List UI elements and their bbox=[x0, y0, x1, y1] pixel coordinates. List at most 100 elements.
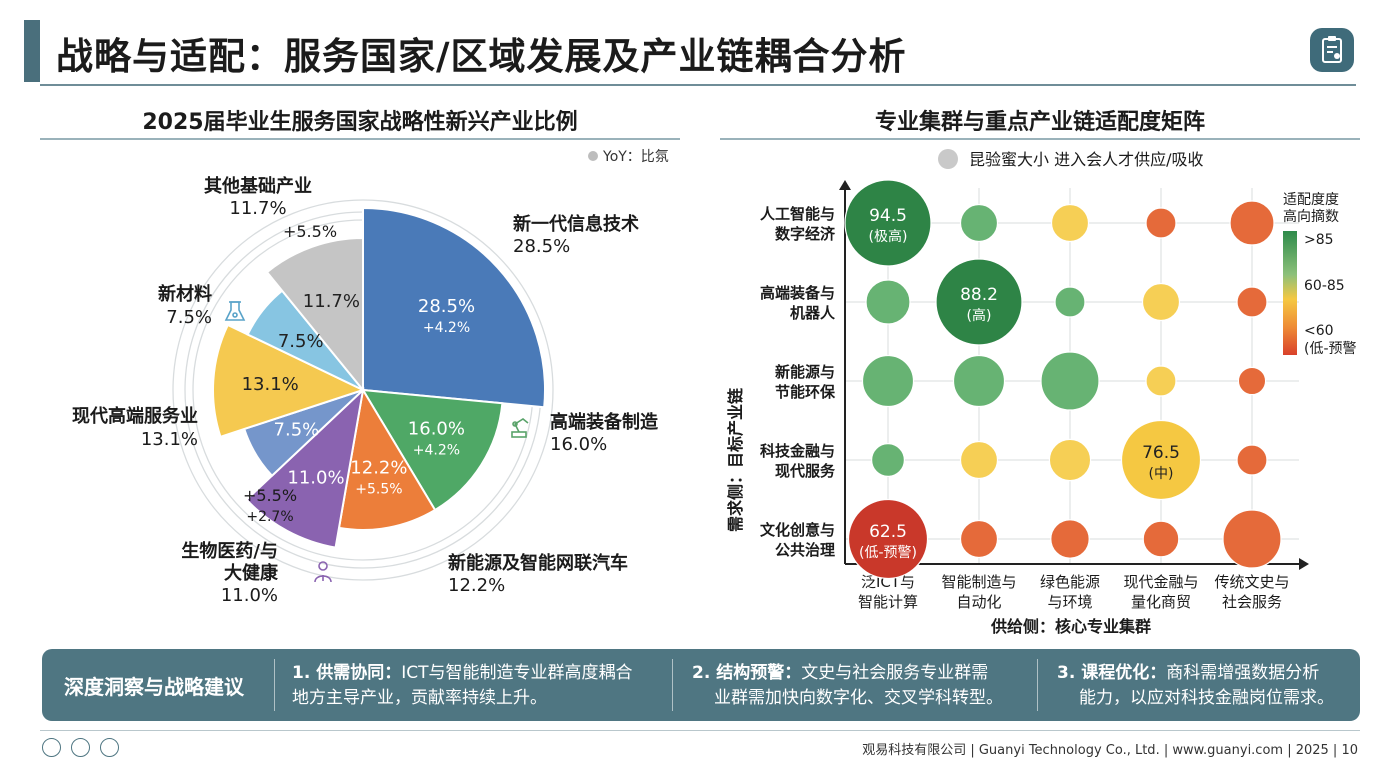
matrix-bubble bbox=[935, 258, 1023, 346]
size-legend-label: 昆验蜜大小 进入会人才供应/吸收 bbox=[969, 150, 1203, 169]
y-tick-label: 节能环保 bbox=[775, 383, 836, 401]
insight-item-text-2: 能力，以应对科技金融岗位需求。 bbox=[1079, 688, 1334, 708]
pie-outer-label-name: 高端装备制造 bbox=[550, 411, 658, 433]
pie-outer-label: 现代高端服务业 13.1% bbox=[72, 405, 198, 450]
x-tick-label: 量化商贸 bbox=[1131, 593, 1191, 611]
pie-slice-label: 13.1% bbox=[242, 374, 299, 395]
bubble-note-label: (中) bbox=[1149, 466, 1174, 482]
color-legend-title-2: 高向摘数 bbox=[1283, 208, 1339, 225]
pie-outer-label: 新能源及智能网联汽车 12.2% bbox=[448, 552, 628, 596]
clipboard-icon bbox=[1310, 28, 1354, 72]
bubble-note-label: (极高) bbox=[869, 228, 908, 245]
pie-outer-label-value: 11.7% bbox=[229, 198, 286, 219]
pie-outer-label-name-2: 大健康 bbox=[224, 562, 279, 584]
bubble-value-label: 88.2 bbox=[960, 285, 998, 305]
y-axis-title: 需求侧：目标产业链 bbox=[726, 387, 745, 532]
matrix-bubble bbox=[865, 279, 911, 325]
matrix-chart: 昆验蜜大小 进入会人才供应/吸收 人工智能与数字经济高端装备与机器人新能源与节能… bbox=[726, 149, 1357, 636]
insight-item: 3. 课程优化：商科需增强数据分析 能力，以应对科技金融岗位需求。 bbox=[1057, 661, 1357, 711]
matrix-bubble bbox=[1141, 282, 1181, 322]
insight-divider bbox=[1037, 659, 1038, 711]
matrix-bubble bbox=[1054, 286, 1086, 318]
matrix-bubble bbox=[959, 440, 999, 480]
pie-slice bbox=[265, 236, 364, 393]
pie-chart: YoY：比氛 28.5%+4.2%16.0%+4.2%12.2%+5.5%11.… bbox=[72, 149, 669, 606]
pie-outer-label: 其他基础产业 11.7% bbox=[204, 175, 312, 219]
pie-slice bbox=[212, 323, 366, 439]
matrix-bubble bbox=[844, 179, 932, 267]
matrix-bubble bbox=[959, 519, 999, 559]
insight-item-text: 商科需增强数据分析 bbox=[1166, 663, 1320, 683]
matrix-bubble bbox=[1222, 509, 1282, 569]
color-legend-label: 60-85 bbox=[1304, 278, 1345, 294]
pie-outer-label-name: 生物医药/与 bbox=[181, 540, 278, 562]
matrix-bubble bbox=[1236, 286, 1268, 318]
color-legend-label: >85 bbox=[1304, 232, 1334, 248]
pie-extra-label: +2.7% bbox=[246, 509, 293, 525]
pie-slice bbox=[361, 388, 504, 512]
y-tick-label: 科技金融与 bbox=[760, 442, 835, 460]
pie-outer-label-value: 13.1% bbox=[141, 429, 198, 450]
insight-item-heading: 3. 课程优化： bbox=[1057, 663, 1167, 683]
bubble-note-label: (低-预警) bbox=[859, 545, 917, 561]
bubble-value-label: 62.5 bbox=[869, 522, 907, 542]
y-tick-label: 机器人 bbox=[790, 304, 836, 322]
y-tick-label: 数字经济 bbox=[775, 225, 836, 243]
y-axis-title-text: 需求侧：目标产业链 bbox=[726, 387, 745, 532]
insight-title: 深度洞察与战略建议 bbox=[64, 675, 244, 699]
matrix-bubble bbox=[1040, 351, 1100, 411]
y-tick-label: 文化创意与 bbox=[760, 521, 835, 539]
pie-legend: YoY：比氛 bbox=[588, 149, 669, 165]
page-title: 战略与适配：服务国家/区域发展及产业链耦合分析 bbox=[56, 35, 907, 78]
title-divider bbox=[40, 84, 1356, 86]
pie-legend-marker bbox=[588, 151, 598, 161]
insight-item: 2. 结构预警：文史与社会服务专业群需 业群需加快向数字化、交叉学科转型。 bbox=[692, 661, 1032, 711]
matrix-bubble bbox=[1236, 444, 1268, 476]
x-tick-label: 自动化 bbox=[956, 593, 1001, 611]
chart-icon[interactable] bbox=[42, 738, 61, 757]
pie-extra-label: +5.5% bbox=[243, 486, 297, 505]
x-tick-label: 与环境 bbox=[1047, 593, 1092, 611]
pie-outer-label-name: 其他基础产业 bbox=[204, 175, 312, 197]
pie-slice-yoy: +5.5% bbox=[355, 481, 402, 497]
flask-icon bbox=[224, 301, 246, 321]
matrix-bubble bbox=[1048, 438, 1092, 482]
network-icon[interactable] bbox=[100, 738, 119, 757]
insight-item: 1. 供需协同：ICT与智能制造专业群高度耦合 地方主导产业，贡献率持续上升。 bbox=[292, 661, 662, 711]
pie-outer-label-value: 7.5% bbox=[166, 307, 212, 328]
pie-slice-label: 28.5% bbox=[418, 296, 475, 317]
pie-outer-label: 生物医药/与 大健康 11.0% bbox=[181, 540, 279, 606]
bubble-value-label: 76.5 bbox=[1142, 443, 1180, 463]
insight-panel: 深度洞察与战略建议 1. 供需协同：ICT与智能制造专业群高度耦合 地方主导产业… bbox=[42, 649, 1360, 721]
pie-slice-yoy: +4.2% bbox=[423, 320, 470, 336]
insight-item-text: 文史与社会服务专业群需 bbox=[801, 663, 989, 683]
bubble-value-label: 94.5 bbox=[869, 206, 907, 226]
pie-guide-ring bbox=[172, 199, 554, 581]
pie-title-divider bbox=[40, 138, 680, 140]
insight-item-heading: 2. 结构预警： bbox=[692, 663, 802, 683]
insight-item-text: ICT与智能制造专业群高度耦合 bbox=[401, 663, 633, 683]
matrix-bubble bbox=[1145, 207, 1177, 239]
matrix-bubble bbox=[847, 498, 929, 580]
x-tick-label: 智能计算 bbox=[858, 593, 918, 611]
x-tick-label: 绿色能源 bbox=[1040, 573, 1100, 591]
pie-outer-label-value: 12.2% bbox=[448, 575, 505, 596]
footer-divider bbox=[40, 730, 1360, 731]
pie-legend-label: YoY：比氛 bbox=[602, 149, 669, 165]
y-axis-arrow bbox=[839, 180, 851, 190]
pie-slice bbox=[337, 387, 437, 531]
chat-icon[interactable] bbox=[71, 738, 90, 757]
y-tick-label: 新能源与 bbox=[775, 363, 835, 381]
pie-slice-label: 11.0% bbox=[287, 467, 344, 488]
pie-outer-label-name: 现代高端服务业 bbox=[72, 405, 198, 427]
size-legend: 昆验蜜大小 进入会人才供应/吸收 bbox=[938, 149, 1203, 169]
footer-icons bbox=[42, 738, 119, 757]
pie-slice bbox=[362, 206, 546, 409]
x-tick-label: 现代金融与 bbox=[1123, 573, 1198, 591]
x-axis-arrow bbox=[1299, 558, 1309, 570]
color-legend-label: (低-预警 bbox=[1304, 341, 1357, 357]
size-legend-marker bbox=[938, 149, 958, 169]
matrix-bubble bbox=[1142, 520, 1180, 558]
pie-slice-label: 12.2% bbox=[350, 457, 407, 478]
matrix-bubble bbox=[1237, 366, 1267, 396]
